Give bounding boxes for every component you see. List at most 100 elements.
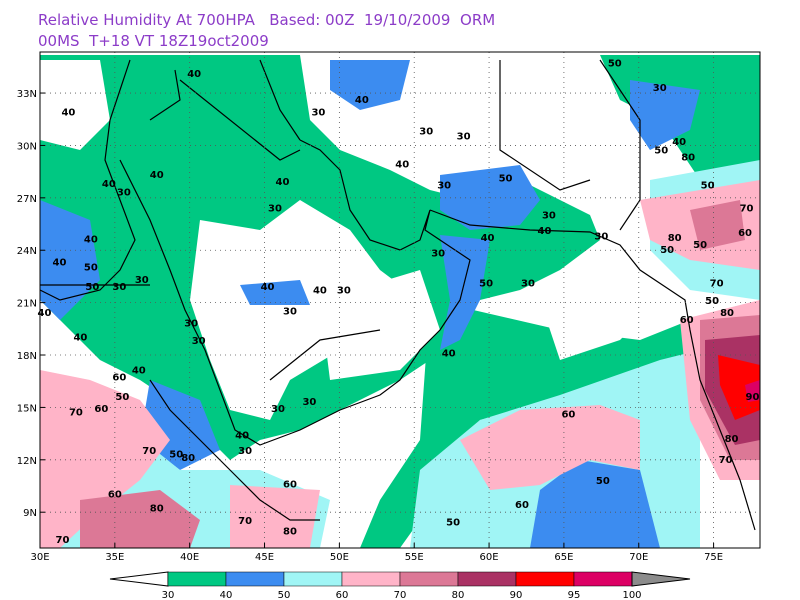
contour-label: 50 bbox=[701, 181, 715, 192]
colorbar-label: 60 bbox=[336, 590, 349, 600]
contour-label: 40 bbox=[150, 170, 164, 181]
contour-label: 40 bbox=[537, 226, 551, 237]
contour-label: 30 bbox=[419, 126, 433, 137]
colorbar-segment bbox=[457, 571, 517, 587]
lat-tick-label: 33N bbox=[17, 89, 37, 100]
contour-label: 40 bbox=[73, 333, 87, 344]
colorbar-segment bbox=[515, 571, 575, 587]
contour-label: 40 bbox=[84, 235, 98, 246]
contour-label: 70 bbox=[55, 535, 69, 546]
contour-label: 80 bbox=[681, 153, 695, 164]
lat-tick-label: 9N bbox=[23, 508, 37, 519]
lat-tick-label: 24N bbox=[17, 246, 37, 257]
lon-tick-label: 40E bbox=[180, 552, 199, 563]
contour-label: 70 bbox=[740, 203, 754, 214]
colorbar-segment bbox=[283, 571, 343, 587]
contour-label: 30 bbox=[521, 278, 535, 289]
contour-label: 30 bbox=[268, 203, 282, 214]
contour-label: 30 bbox=[437, 181, 451, 192]
contour-label: 80 bbox=[720, 308, 734, 319]
lat-tick-label: 30N bbox=[17, 141, 37, 152]
contour-label: 40 bbox=[355, 95, 369, 106]
colorbar: 30 40 50 60 70 80 90 95 100 bbox=[109, 571, 691, 600]
contour-label: 40 bbox=[261, 282, 275, 293]
lon-tick-label: 60E bbox=[480, 552, 499, 563]
contour-label: 50 bbox=[115, 392, 129, 403]
contour-label: 30 bbox=[302, 397, 316, 408]
lon-tick-label: 65E bbox=[554, 552, 573, 563]
colorbar-segment bbox=[225, 571, 285, 587]
colorbar-label: 100 bbox=[622, 590, 641, 600]
colorbar-label: 90 bbox=[510, 590, 523, 600]
contour-label: 70 bbox=[710, 278, 724, 289]
contour-label: 50 bbox=[705, 296, 719, 307]
contour-label: 60 bbox=[515, 500, 529, 511]
contour-label: 40 bbox=[61, 107, 75, 118]
contour-label: 40 bbox=[442, 348, 456, 359]
lon-tick-label: 70E bbox=[629, 552, 648, 563]
colorbar-extend-high bbox=[631, 571, 691, 587]
contour-label: 80 bbox=[150, 504, 164, 515]
contour-label: 50 bbox=[596, 476, 610, 487]
humidity-field bbox=[40, 52, 760, 548]
contour-label: 70 bbox=[238, 516, 252, 527]
header-line1: Relative Humidity At 700HPA Based: 00Z 1… bbox=[38, 11, 495, 29]
contour-label: 30 bbox=[311, 107, 325, 118]
lat-tick-label: 12N bbox=[17, 456, 37, 467]
contour-label: 40 bbox=[38, 308, 52, 319]
contour-label: 30 bbox=[238, 446, 252, 457]
contour-label: 40 bbox=[187, 69, 201, 80]
lon-tick-label: 45E bbox=[255, 552, 274, 563]
colorbar-segment bbox=[341, 571, 401, 587]
contour-label: 80 bbox=[283, 526, 297, 537]
colorbar-extend-low bbox=[109, 571, 169, 587]
coastlines bbox=[39, 59, 756, 531]
colorbar-label: 30 bbox=[162, 590, 175, 600]
lat-tick-label: 27N bbox=[17, 194, 37, 205]
contour-label: 60 bbox=[108, 490, 122, 501]
colorbar-label: 40 bbox=[220, 590, 233, 600]
contour-label: 30 bbox=[184, 319, 198, 330]
lat-tick-label: 15N bbox=[17, 403, 37, 414]
contour-label: 70 bbox=[69, 408, 83, 419]
colorbar-label: 70 bbox=[394, 590, 407, 600]
contour-label: 30 bbox=[112, 282, 126, 293]
contour-label: 30 bbox=[192, 336, 206, 347]
contour-label: 80 bbox=[181, 453, 195, 464]
contour-label: 30 bbox=[283, 306, 297, 317]
contour-label: 40 bbox=[481, 233, 495, 244]
contour-label: 60 bbox=[112, 373, 126, 384]
contour-label: 90 bbox=[746, 392, 760, 403]
contour-label: 50 bbox=[479, 278, 493, 289]
contour-label: 50 bbox=[654, 146, 668, 157]
contour-label: 50 bbox=[499, 174, 513, 185]
contour-label: 30 bbox=[271, 404, 285, 415]
contour-label: 40 bbox=[395, 160, 409, 171]
contour-label: 40 bbox=[132, 366, 146, 377]
contour-label: 70 bbox=[719, 455, 733, 466]
colorbar-label: 95 bbox=[568, 590, 581, 600]
colorbar-segment bbox=[399, 571, 459, 587]
lon-tick-label: 50E bbox=[330, 552, 349, 563]
contour-label: 50 bbox=[84, 263, 98, 274]
colorbar-label: 50 bbox=[278, 590, 291, 600]
colorbar-label: 80 bbox=[452, 590, 465, 600]
contour-label: 70 bbox=[142, 446, 156, 457]
contour-label: 30 bbox=[457, 132, 471, 143]
contour-label: 60 bbox=[680, 315, 694, 326]
lon-tick-label: 30E bbox=[30, 552, 49, 563]
colorbar-segment bbox=[573, 571, 633, 587]
contour-label: 40 bbox=[102, 179, 116, 190]
contour-label: 30 bbox=[135, 275, 149, 286]
contour-label: 30 bbox=[594, 231, 608, 242]
contour-label: 30 bbox=[117, 188, 131, 199]
contour-label: 50 bbox=[660, 245, 674, 256]
contour-label: 40 bbox=[276, 177, 290, 188]
colorbar-segment bbox=[167, 571, 227, 587]
contour-label: 40 bbox=[672, 137, 686, 148]
contour-label: 30 bbox=[542, 210, 556, 221]
contour-label: 60 bbox=[283, 479, 297, 490]
lat-tick-label: 18N bbox=[17, 351, 37, 362]
contour-label: 50 bbox=[608, 58, 622, 69]
